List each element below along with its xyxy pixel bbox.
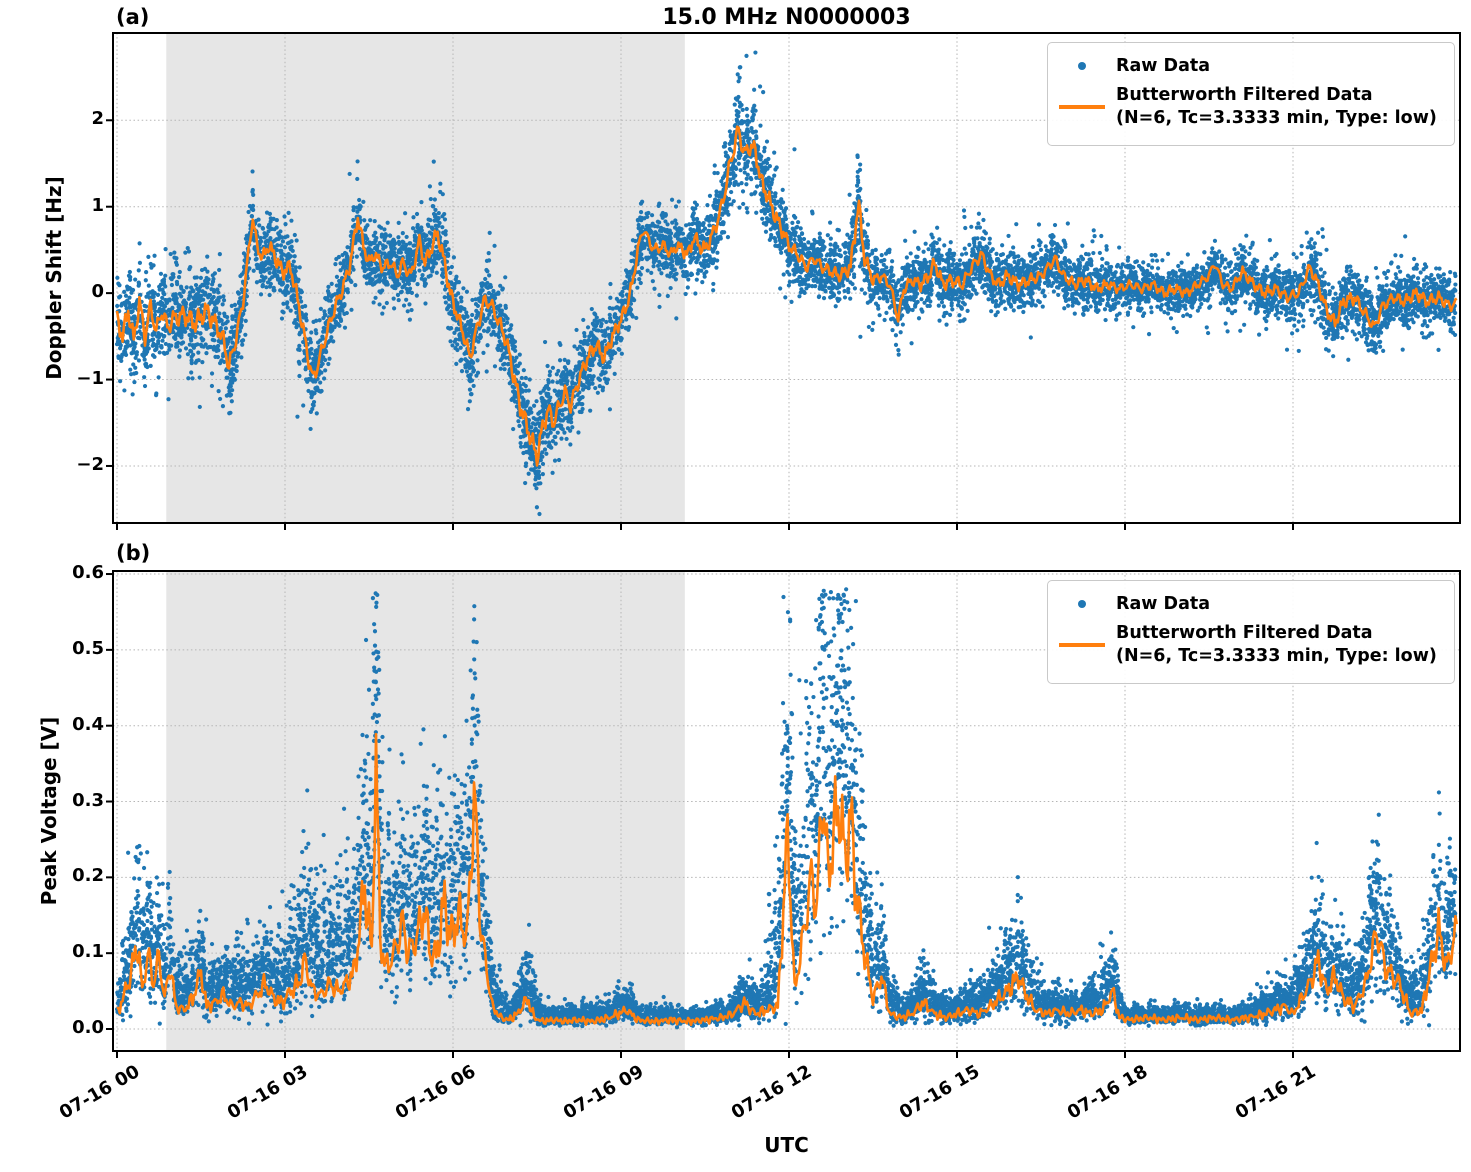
figure-title: 15.0 MHz N0000003 — [662, 5, 911, 30]
legend-raw-label: Raw Data — [1116, 55, 1211, 76]
legend-panel-a: Raw Data Butterworth Filtered Data (N=6,… — [1047, 42, 1455, 146]
legend-entry-raw: Raw Data — [1054, 51, 1444, 81]
legend-filtered-sublabel: (N=6, Tc=3.3333 min, Type: low) — [1116, 646, 1437, 666]
legend-filtered-sublabel: (N=6, Tc=3.3333 min, Type: low) — [1116, 108, 1437, 128]
ytick-label: −1 — [76, 367, 104, 389]
ytick-label: 2 — [91, 108, 104, 130]
legend-entry-filtered: Butterworth Filtered Data (N=6, Tc=3.333… — [1054, 619, 1444, 671]
legend-filtered-label: Butterworth Filtered Data — [1116, 623, 1373, 643]
ytick-label: 0.5 — [72, 637, 104, 659]
ytick-label: 0.0 — [72, 1017, 104, 1038]
ytick-label: 0.3 — [72, 789, 104, 811]
ytick-label: 0.4 — [72, 713, 104, 735]
raw-data-marker-icon — [1078, 62, 1086, 70]
legend-entry-raw: Raw Data — [1054, 589, 1444, 619]
ytick-label: 0.6 — [72, 562, 104, 584]
panel-label-b: (b) — [116, 541, 151, 565]
panel-label-a: (a) — [116, 5, 150, 29]
ytick-label: 0 — [91, 281, 104, 303]
filtered-line-icon — [1059, 105, 1105, 109]
legend-raw-label: Raw Data — [1116, 593, 1211, 614]
raw-data-marker-icon — [1078, 600, 1086, 608]
ytick-label: 1 — [91, 194, 104, 216]
ytick-label: 0.1 — [72, 941, 104, 963]
legend-panel-b: Raw Data Butterworth Filtered Data (N=6,… — [1047, 580, 1455, 684]
ytick-label: 0.2 — [72, 865, 104, 887]
filtered-line-icon — [1059, 643, 1105, 647]
x-axis-label-utc: UTC — [764, 1133, 809, 1157]
legend-entry-filtered: Butterworth Filtered Data (N=6, Tc=3.333… — [1054, 81, 1444, 133]
legend-filtered-label: Butterworth Filtered Data — [1116, 85, 1373, 105]
ytick-label: −2 — [76, 453, 104, 475]
